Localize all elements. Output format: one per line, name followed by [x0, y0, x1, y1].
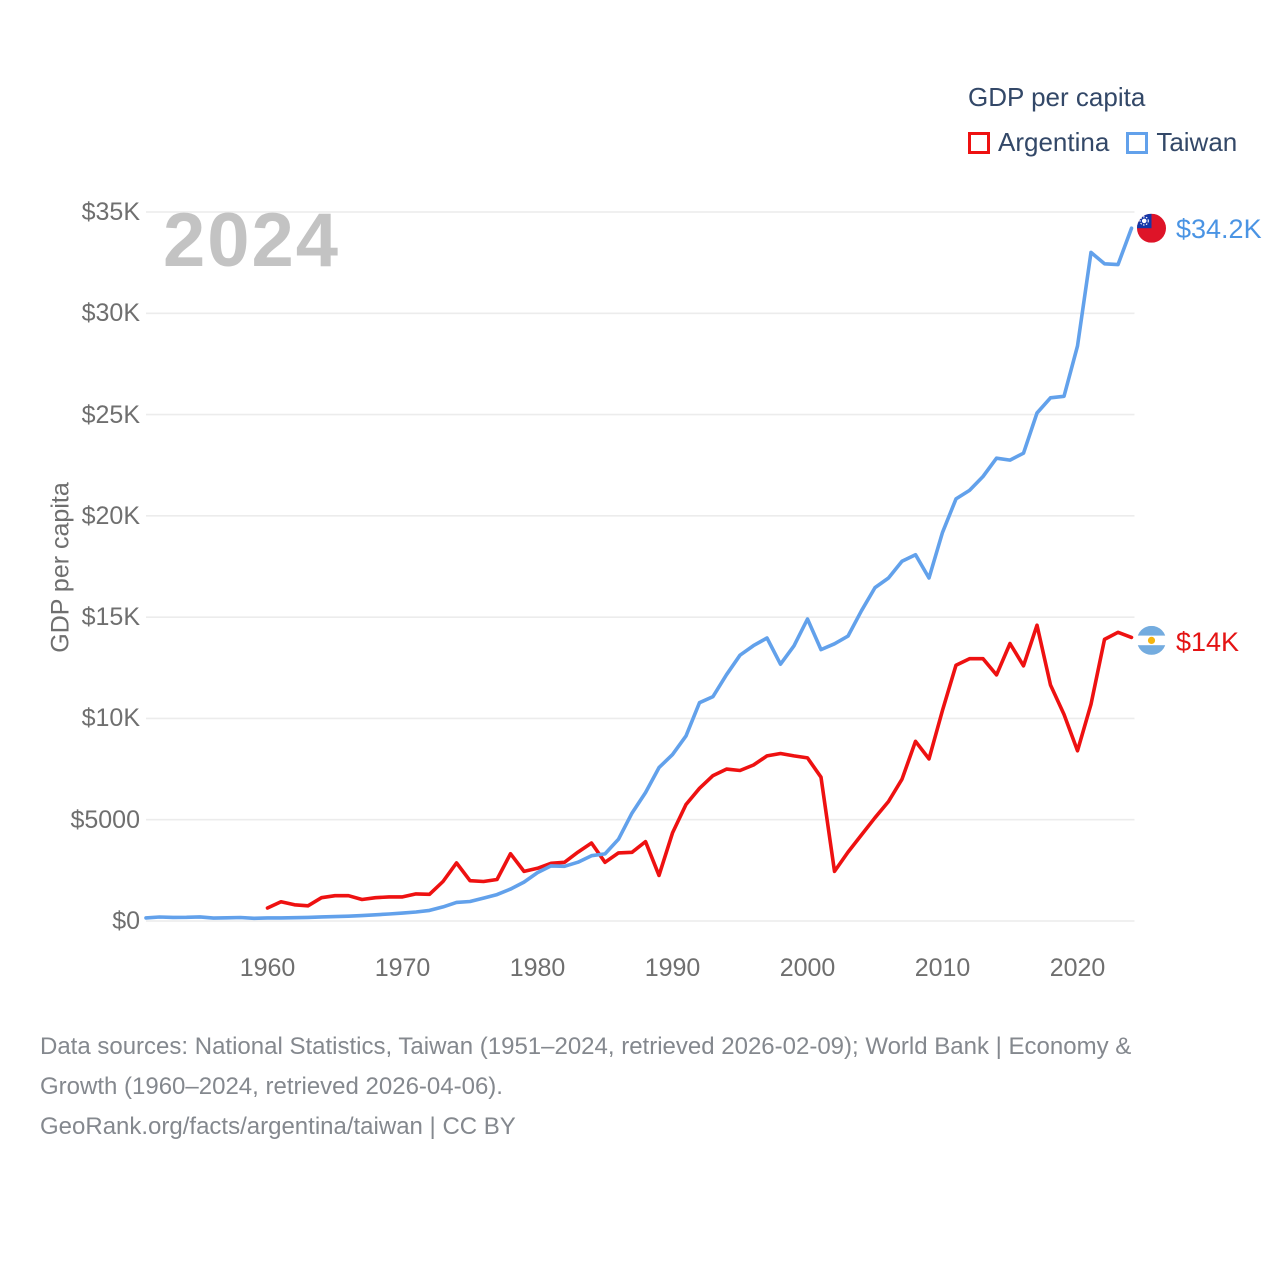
y-tick-label: $0	[112, 907, 140, 935]
y-tick-label: $5000	[70, 805, 140, 834]
argentina-series-swatch-icon	[968, 131, 990, 154]
argentina-line	[265, 623, 1134, 910]
y-axis-title: GDP per capita	[46, 482, 75, 653]
y-tick-label: $35K	[81, 198, 140, 226]
x-tick-label: 2000	[779, 954, 836, 982]
legend-item-taiwan[interactable]: Taiwan	[1126, 127, 1237, 158]
data-sources-line-1: Data sources: National Statistics, Taiwa…	[40, 1033, 1132, 1060]
x-tick-label: 1970	[374, 954, 431, 982]
legend-item-argentina-label: Argentina	[998, 127, 1110, 157]
y-tick-label: $15K	[81, 603, 140, 632]
legend-items: Argentina Taiwan	[968, 127, 1248, 158]
taiwan-line	[144, 226, 1134, 921]
y-tick-label: $20K	[81, 501, 140, 530]
x-tick-label: 2010	[914, 954, 971, 982]
x-tick-label: 2020	[1049, 954, 1106, 982]
x-tick-label: 1980	[509, 954, 566, 982]
watermark-year: 2024	[163, 198, 341, 283]
legend-item-argentina[interactable]: Argentina	[968, 127, 1109, 158]
y-tick-label: $10K	[81, 704, 140, 733]
y-tick-label: $30K	[81, 299, 140, 328]
data-sources-line-2: Growth (1960–2024, retrieved 2026-04-06)…	[40, 1073, 503, 1100]
taiwan-end-value-label: $34.2K	[1176, 214, 1262, 244]
argentina-flag-icon	[1137, 625, 1166, 655]
source-url-line: GeoRank.org/facts/argentina/taiwan | CC …	[40, 1113, 516, 1140]
argentina-end-value-label: $14K	[1176, 627, 1240, 657]
attribution: Data sources: National Statistics, Taiwa…	[40, 1027, 1240, 1147]
taiwan-flag-icon	[1137, 213, 1166, 243]
legend-title: GDP per capita	[968, 82, 1146, 112]
legend-item-taiwan-label: Taiwan	[1156, 127, 1238, 157]
y-tick-label: $25K	[81, 400, 140, 429]
legend: GDP per capita Argentina Taiwan	[968, 82, 1248, 158]
x-tick-label: 1990	[644, 954, 701, 982]
x-tick-label: 1960	[239, 954, 296, 982]
taiwan-series-swatch-icon	[1126, 131, 1149, 154]
